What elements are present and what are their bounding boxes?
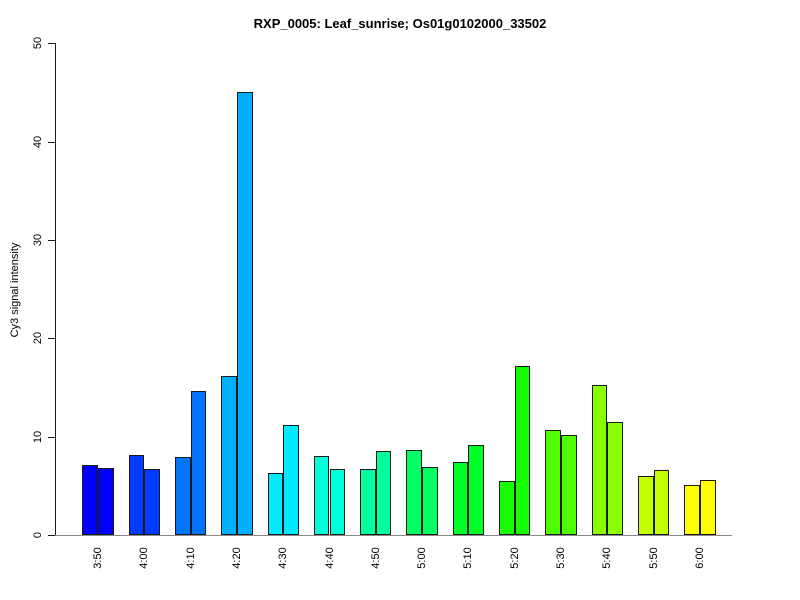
bar	[653, 470, 670, 535]
y-axis-tick-label: 30	[32, 233, 44, 247]
bar	[267, 473, 284, 535]
x-axis-tick-label: 6:00	[693, 547, 706, 569]
bar	[236, 92, 253, 535]
x-axis-tick-label: 4:00	[138, 547, 151, 569]
bar	[699, 479, 716, 535]
x-axis-tick-label: 4:20	[230, 547, 243, 569]
bar	[360, 469, 376, 535]
bar	[283, 424, 299, 535]
bar	[561, 434, 577, 535]
y-axis-tick	[48, 239, 55, 241]
bar	[452, 462, 469, 535]
x-axis-tick-label: 4:50	[369, 547, 382, 569]
y-axis-tick-label: 10	[32, 430, 44, 443]
bar	[514, 365, 531, 535]
y-axis-tick-label: 40	[32, 135, 44, 148]
x-axis-tick-label: 5:40	[601, 547, 614, 569]
y-axis-tick	[48, 436, 55, 438]
bar	[607, 421, 623, 535]
bar	[422, 467, 438, 535]
bar	[313, 456, 330, 535]
y-axis-tick	[48, 535, 55, 536]
x-baseline	[55, 535, 732, 536]
bar	[98, 468, 114, 535]
y-axis-label: Cy3 signal intensity	[9, 242, 21, 338]
bar	[406, 450, 423, 535]
bar	[545, 429, 561, 535]
bar	[128, 455, 145, 535]
bar	[329, 469, 346, 535]
y-axis-tick-label: 20	[32, 332, 44, 345]
bar	[144, 469, 160, 535]
y-axis-tick	[48, 43, 55, 45]
bar	[375, 451, 392, 535]
y-axis-line	[55, 43, 56, 535]
bar	[637, 475, 654, 535]
x-axis-tick-label: 3:50	[92, 547, 104, 569]
bar	[174, 457, 191, 535]
y-axis-tick	[48, 338, 55, 340]
y-axis-tick-label: 50	[32, 37, 44, 50]
y-axis-tick	[48, 141, 55, 143]
bar	[190, 391, 207, 535]
x-axis-tick-label: 4:30	[277, 547, 290, 569]
x-axis-tick-label: 5:30	[555, 547, 567, 569]
x-axis-tick-label: 5:10	[462, 547, 475, 569]
x-axis-tick-label: 5:50	[647, 547, 660, 569]
bar	[499, 480, 515, 535]
bar	[468, 444, 485, 535]
bar	[591, 384, 608, 535]
x-axis-tick-label: 5:20	[508, 547, 521, 569]
y-axis-tick-label: 0	[32, 531, 44, 539]
x-axis-tick-label: 4:40	[323, 547, 336, 569]
bar	[684, 484, 700, 535]
x-axis-tick-label: 4:10	[184, 547, 197, 569]
x-axis-tick-label: 5:00	[416, 547, 429, 569]
bar	[221, 375, 237, 535]
bar	[82, 465, 98, 535]
chart-title: RXP_0005: Leaf_sunrise; Os01g0102000_335…	[253, 16, 547, 31]
